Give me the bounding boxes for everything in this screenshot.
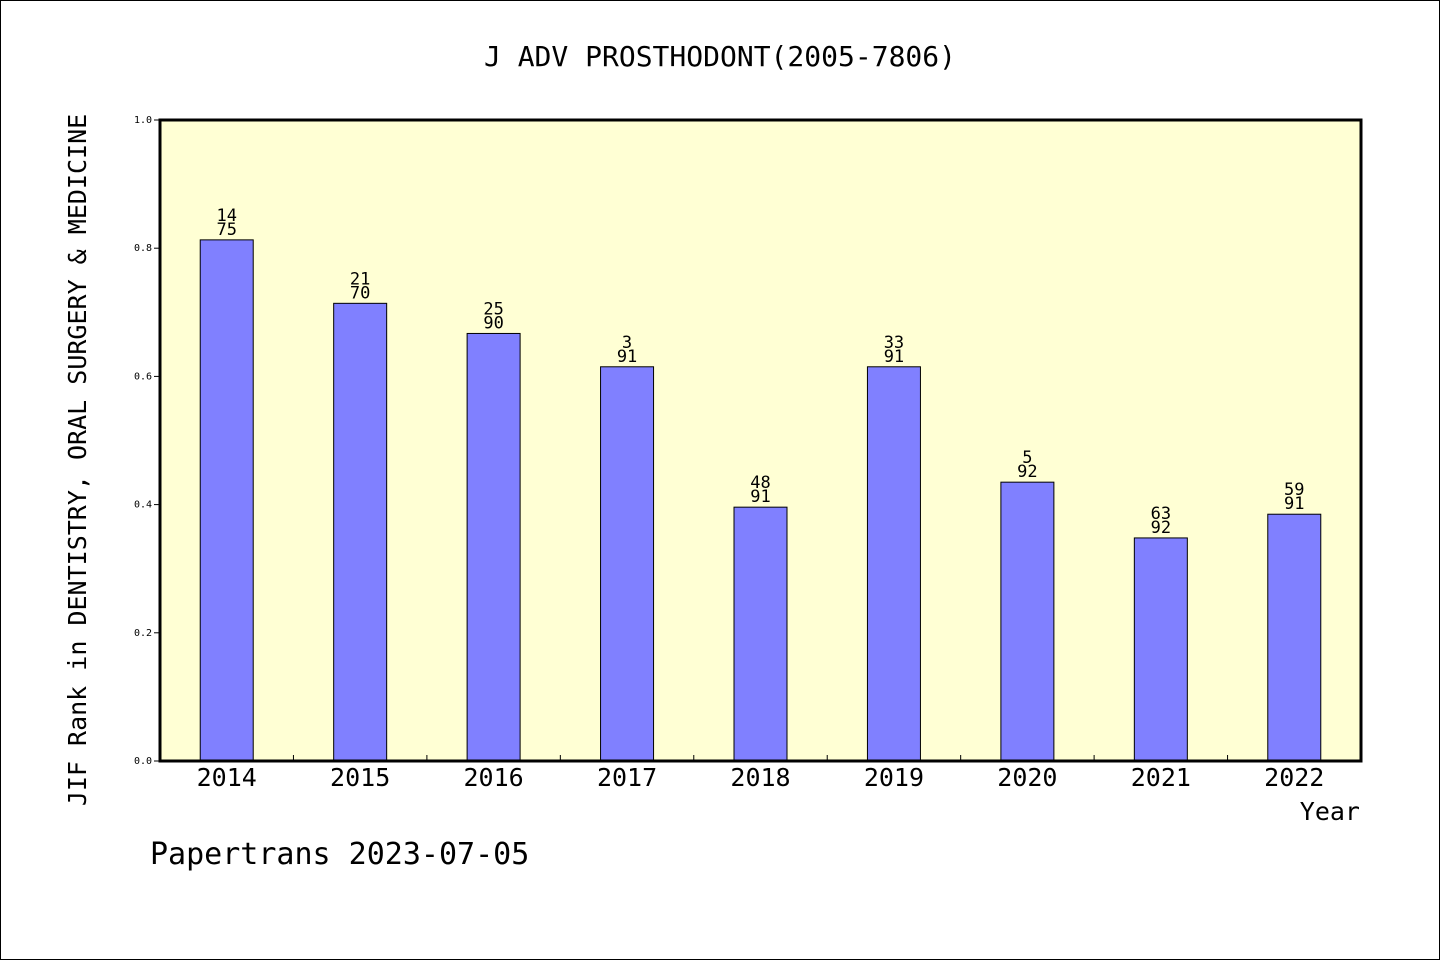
x-tick-label-2018: 2018 <box>730 763 790 792</box>
bar-rank-label-2018: 48 <box>750 473 770 493</box>
bar-rank-label-2020: 5 <box>1022 448 1032 468</box>
y-axis: 0.0 0.2 0.4 0.6 0.8 1.0 <box>134 115 160 767</box>
x-tick-label-2021: 2021 <box>1131 763 1191 792</box>
x-tick-label-2017: 2017 <box>597 763 657 792</box>
y-tick-label-4: 0.8 <box>134 243 152 254</box>
x-axis: 2014 2015 2016 2017 2018 2019 2020 2021 2022 <box>197 755 1324 792</box>
y-tick-label-2: 0.4 <box>134 500 152 511</box>
x-tick-label-2019: 2019 <box>864 763 924 792</box>
plot-border <box>158 118 1363 763</box>
y-tick-label-5: 1.0 <box>134 115 152 126</box>
x-tick-label-2014: 2014 <box>197 763 257 792</box>
x-tick-label-2015: 2015 <box>330 763 390 792</box>
bar-2019 <box>866 366 921 762</box>
bar-rank-label-2022: 59 <box>1284 480 1304 500</box>
bar-2016 <box>466 332 521 762</box>
bar-2018 <box>733 506 788 762</box>
bar-total-label-2022: 91 <box>1284 494 1304 514</box>
x-tick-label-2022: 2022 <box>1264 763 1324 792</box>
bar-rank-label-2021: 63 <box>1151 504 1171 524</box>
bar-total-label-2018: 91 <box>750 487 770 507</box>
bar-total-label-2014: 75 <box>216 220 236 240</box>
bar-2020 <box>1000 481 1055 762</box>
bars-group <box>199 239 1322 762</box>
bar-total-label-2016: 90 <box>483 313 503 333</box>
bar-total-label-2017: 91 <box>617 347 637 367</box>
x-tick-label-2016: 2016 <box>464 763 524 792</box>
bar-rank-label-2015: 21 <box>350 269 370 289</box>
bar-2015 <box>333 302 388 762</box>
footer-credit: Papertrans 2023-07-05 <box>150 837 529 872</box>
bar-2014 <box>199 239 254 762</box>
y-tick-label-1: 0.2 <box>134 628 152 639</box>
bar-total-label-2019: 91 <box>884 347 904 367</box>
bar-rank-label-2019: 33 <box>884 333 904 353</box>
bar-total-label-2020: 92 <box>1017 462 1037 482</box>
chart-title: J ADV PROSTHODONT(2005-7806) <box>484 40 956 73</box>
bar-total-label-2021: 92 <box>1151 518 1171 538</box>
bar-rank-label-2017: 3 <box>622 333 632 353</box>
bar-2017 <box>600 366 655 762</box>
y-tick-label-3: 0.6 <box>134 371 152 382</box>
bar-2022 <box>1267 513 1322 762</box>
y-tick-label-0: 0.0 <box>134 756 152 767</box>
y-axis-title: JIF Rank in DENTISTRY, ORAL SURGERY & ME… <box>63 114 92 806</box>
x-axis-title: Year <box>1300 797 1360 826</box>
bar-2021 <box>1133 537 1188 762</box>
bar-total-label-2015: 70 <box>350 283 370 303</box>
bar-rank-label-2016: 25 <box>483 299 503 319</box>
x-tick-label-2020: 2020 <box>997 763 1057 792</box>
bar-rank-label-2014: 14 <box>216 206 236 226</box>
